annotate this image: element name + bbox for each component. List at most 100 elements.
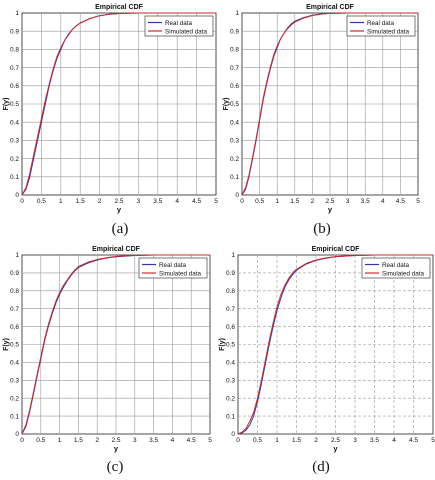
y-tick-label: 1: [235, 10, 239, 17]
y-tick-label: 0.3: [10, 378, 19, 385]
chart-panel-3: 0 0.5 1 1.5 2 2.5 3 3.5 4 4.5 5 0 0.1 0.2 0.3 0.4 0.5 0.6…: [3, 246, 212, 475]
y-tick-label: 0.4: [10, 360, 19, 367]
x-tick-label: 4.5: [396, 198, 405, 205]
x-tick-label: 2.5: [114, 198, 123, 205]
legend-entry: Real data: [382, 262, 409, 269]
panel-caption: (a): [112, 221, 129, 237]
x-tick-label: 4: [175, 198, 179, 205]
x-tick-label: 1.5: [74, 437, 83, 444]
y-tick-label: 1: [15, 10, 19, 17]
y-tick-label: 0.2: [10, 395, 19, 402]
y-tick-label: 0.4: [10, 119, 19, 126]
y-tick-label: 0.8: [226, 288, 235, 295]
legend-entry: Simulated data: [159, 270, 202, 277]
y-tick-label: 0.9: [10, 28, 19, 35]
x-tick-label: 5: [214, 198, 218, 205]
y-tick-label: 0.6: [226, 324, 235, 331]
x-tick-label: 3: [353, 437, 357, 444]
x-tick-label: 4: [171, 437, 175, 444]
y-tick-label: 0.5: [10, 101, 19, 108]
x-tick-label: 5: [416, 198, 420, 205]
x-tick-label: 0: [20, 198, 24, 205]
x-tick-label: 2: [314, 437, 318, 444]
y-tick-label: 0: [15, 192, 19, 199]
x-tick-label: 2.5: [331, 437, 340, 444]
x-tick-label: 4.5: [192, 198, 201, 205]
x-tick-label: 1: [59, 198, 63, 205]
y-tick-label: 0.1: [226, 413, 235, 420]
x-tick-label: 0.5: [253, 437, 262, 444]
y-tick-label: 1: [15, 252, 19, 259]
chart-panel-2: 0 0.5 1 1.5 2 2.5 3 3.5 4 4.5 5 0 0.1 0.2 0.3 0.4 0.5 0.6…: [223, 4, 420, 237]
x-tick-label: 3.5: [153, 198, 162, 205]
y-tick-label: 0.4: [230, 119, 239, 126]
legend-entry: Real data: [367, 20, 394, 27]
y-tick-label: 0.1: [230, 174, 239, 181]
y-tick-label: 0.6: [230, 83, 239, 90]
y-tick-label: 0.5: [10, 342, 19, 349]
x-tick-label: 4: [381, 198, 385, 205]
x-tick-label: 4.5: [409, 437, 418, 444]
y-tick-label: 0.1: [10, 413, 19, 420]
y-axis-label: F(y): [3, 98, 10, 111]
chart-title: Empirical CDF: [312, 246, 361, 253]
x-tick-label: 5: [431, 437, 435, 444]
y-tick-label: 0.2: [230, 156, 239, 163]
x-tick-label: 1: [58, 437, 62, 444]
y-tick-label: 0.7: [230, 65, 239, 72]
y-tick-label: 0: [231, 431, 235, 438]
y-axis-label: F(y): [223, 98, 230, 111]
series-line-simulated: [241, 12, 418, 196]
y-tick-label: 0.8: [230, 47, 239, 54]
y-tick-label: 0.5: [230, 101, 239, 108]
y-tick-label: 0.4: [226, 360, 235, 367]
x-tick-label: 2.5: [325, 198, 334, 205]
y-axis-label: F(y): [219, 338, 226, 351]
y-tick-label: 0.1: [10, 174, 19, 181]
x-tick-label: 2: [98, 198, 102, 205]
x-tick-label: 2.5: [111, 437, 120, 444]
y-tick-label: 0.7: [10, 65, 19, 72]
y-tick-label: 0.2: [10, 156, 19, 163]
x-axis-label: y: [117, 205, 122, 214]
y-tick-label: 0.3: [10, 138, 19, 145]
x-tick-label: 3.5: [361, 198, 370, 205]
y-axis-label: F(y): [3, 338, 10, 351]
y-tick-label: 0: [235, 192, 239, 199]
x-tick-label: 0: [20, 437, 24, 444]
y-tick-label: 0.9: [226, 270, 235, 277]
y-tick-label: 0.7: [226, 306, 235, 313]
y-tick-label: 0: [15, 431, 19, 438]
y-tick-label: 0.6: [10, 83, 19, 90]
legend-entry: Simulated data: [367, 28, 410, 35]
chart-title: Empirical CDF: [306, 4, 355, 11]
x-tick-label: 3.5: [149, 437, 158, 444]
x-tick-label: 4.5: [187, 437, 196, 444]
series-line-simulated: [21, 12, 216, 196]
chart-title: Empirical CDF: [95, 4, 144, 11]
series-line-simulated: [237, 254, 433, 435]
x-tick-label: 1: [275, 437, 279, 444]
x-tick-label: 0: [236, 437, 240, 444]
x-tick-label: 1.5: [290, 198, 299, 205]
x-tick-label: 1.5: [292, 437, 301, 444]
x-axis-label: y: [333, 444, 338, 453]
y-tick-label: 0.3: [230, 138, 239, 145]
series-line-simulated: [21, 254, 210, 435]
panel-caption: (b): [313, 221, 331, 237]
x-axis-label: y: [114, 444, 119, 453]
y-tick-label: 1: [231, 252, 235, 259]
y-tick-label: 0.9: [10, 270, 19, 277]
x-tick-label: 0.5: [37, 198, 46, 205]
x-tick-label: 3: [133, 437, 137, 444]
legend-entry: Simulated data: [165, 28, 208, 35]
x-tick-label: 0.5: [255, 198, 264, 205]
y-tick-label: 0.2: [226, 395, 235, 402]
x-tick-label: 1.5: [76, 198, 85, 205]
x-tick-label: 2: [311, 198, 315, 205]
